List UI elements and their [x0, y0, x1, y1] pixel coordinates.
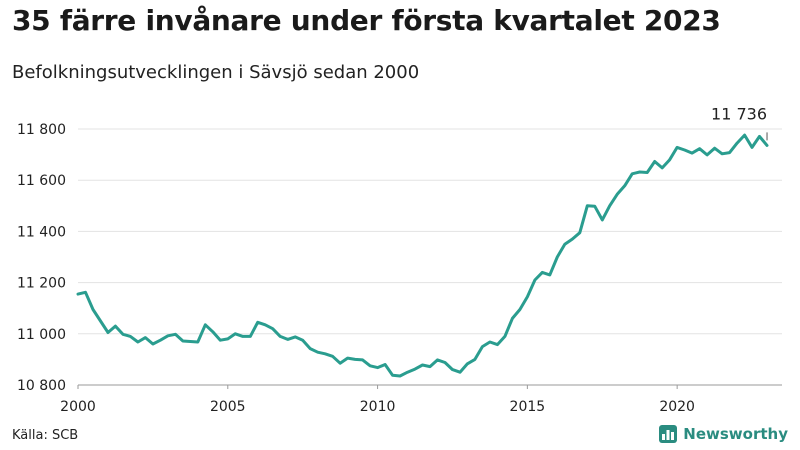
x-tick-label: 2020: [659, 399, 695, 415]
y-tick-label: 11 600: [17, 173, 66, 189]
brand-logo: Newsworthy: [659, 425, 788, 443]
grid-layer: [78, 128, 782, 386]
annotation-label: 11 736: [711, 104, 767, 123]
chart-title: 35 färre invånare under första kvartalet…: [12, 4, 721, 37]
x-tick-label: 2000: [60, 399, 96, 415]
x-tick-label: 2005: [210, 399, 246, 415]
x-tick-label: 2015: [510, 399, 546, 415]
brand-name: Newsworthy: [683, 425, 788, 443]
series-line: [76, 133, 769, 378]
y-tick-label: 11 200: [17, 276, 66, 292]
x-tick-label: 2010: [360, 399, 396, 415]
y-tick-label: 10 800: [17, 378, 66, 394]
y-tick-label: 11 000: [17, 327, 66, 343]
y-tick-label: 11 400: [17, 224, 66, 240]
series-layer: [76, 133, 769, 378]
annotation-layer: 11 736: [711, 104, 768, 141]
chart-subtitle: Befolkningsutvecklingen i Sävsjö sedan 2…: [12, 62, 420, 83]
axis-layer: 10 800 11 000 11 200 11 400 11 600 11 800 2000…: [17, 122, 695, 415]
source-note: Källa: SCB: [12, 428, 79, 443]
bar-chart-icon: [659, 425, 678, 443]
y-tick-label: 11 800: [17, 122, 66, 138]
